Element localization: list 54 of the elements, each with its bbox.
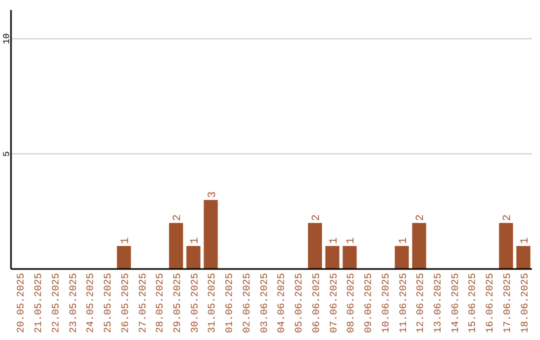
x-tick-label: 28.05.2025 (156, 273, 167, 334)
bar (186, 246, 200, 269)
data-label: 1 (519, 236, 532, 244)
bar (516, 246, 530, 269)
x-tick-label: 25.05.2025 (104, 273, 115, 334)
x-tick-label: 02.06.2025 (242, 273, 254, 334)
x-tick-label: 26.05.2025 (120, 273, 132, 334)
data-label: 1 (189, 236, 202, 244)
bar (394, 246, 409, 269)
bar (342, 246, 357, 269)
data-label: 2 (172, 214, 184, 221)
bar (325, 246, 340, 269)
data-label: 1 (120, 236, 132, 244)
x-tick-label: 03.06.2025 (260, 273, 271, 334)
bar (499, 222, 514, 269)
x-tick-label: 30.05.2025 (190, 273, 202, 334)
bar (169, 222, 184, 269)
x-tick-label: 07.06.2025 (329, 273, 340, 334)
x-tick-label: 04.06.2025 (277, 273, 288, 334)
x-tick-label: 31.05.2025 (208, 273, 219, 334)
data-label: 2 (502, 214, 514, 221)
x-tick-label: 14.06.2025 (450, 273, 462, 334)
x-tick-label: 08.06.2025 (346, 273, 358, 334)
x-tick-label: 09.06.2025 (364, 273, 376, 334)
data-label: 2 (415, 214, 428, 221)
data-label: 1 (346, 236, 358, 244)
y-tick-label: 5 (2, 151, 12, 157)
x-tick-label: 22.05.2025 (51, 273, 62, 334)
x-tick-label: 16.06.2025 (486, 273, 497, 334)
data-label: 1 (398, 236, 410, 244)
x-tick-label: 12.06.2025 (416, 273, 428, 334)
x-tick-label: 20.05.2025 (16, 273, 28, 334)
x-tick-label: 05.06.2025 (294, 273, 306, 334)
y-tick-label: 10 (2, 33, 12, 44)
data-label: 3 (206, 191, 219, 198)
x-tick-label: 18.06.2025 (520, 273, 532, 334)
x-tick-label: 06.06.2025 (312, 273, 323, 334)
x-tick-label: 17.06.2025 (502, 273, 514, 334)
x-tick-label: 13.06.2025 (433, 273, 444, 334)
bar (116, 246, 131, 269)
x-tick-label: 23.05.2025 (68, 273, 80, 334)
bar (204, 200, 218, 269)
x-tick-label: 24.05.2025 (86, 273, 98, 334)
bar (308, 222, 322, 269)
x-tick-label: 10.06.2025 (381, 273, 392, 334)
x-tick-label: 21.05.2025 (34, 273, 46, 334)
x-tick-label: 01.06.2025 (225, 273, 236, 334)
x-tick-label: 15.06.2025 (468, 273, 480, 334)
x-tick-label: 27.05.2025 (138, 273, 150, 334)
x-tick-label: 29.05.2025 (172, 273, 184, 334)
data-label: 2 (310, 214, 323, 221)
x-tick-label: 11.06.2025 (398, 273, 410, 334)
bar (412, 222, 426, 269)
data-label: 1 (328, 236, 340, 244)
